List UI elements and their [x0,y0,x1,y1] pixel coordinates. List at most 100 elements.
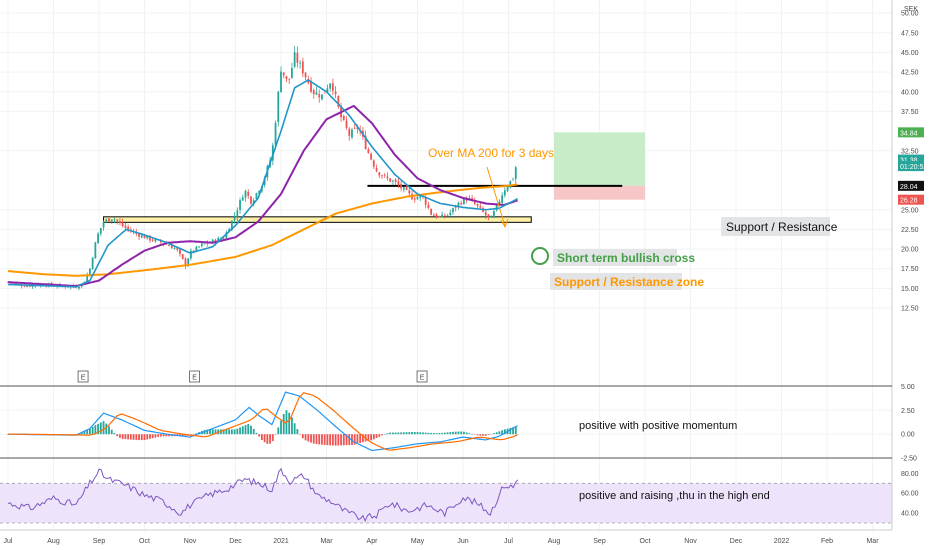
candle-body [323,92,326,94]
candle-body [184,258,187,267]
price-label-bg [898,154,924,165]
candle-body [198,246,200,248]
macd-histogram-bar [493,433,495,435]
candle-body [326,88,329,93]
candle-body [190,250,192,259]
candle-body [195,246,198,252]
macd-histogram-bar [159,434,162,437]
macd-histogram-bar [367,434,370,441]
macd-histogram-bar [386,433,389,435]
macd-histogram-bar [487,434,490,435]
candle-body [351,129,353,138]
macd-histogram-bar [195,433,198,435]
macd-histogram-bar [304,434,307,441]
price-label-bg [898,161,924,172]
candle-body [31,285,34,287]
macd-histogram-bar [337,434,340,446]
candle-body [91,257,94,270]
candle-body [372,160,375,167]
candle-body [493,211,495,218]
macd-histogram-bar [514,427,517,435]
candle-body [149,235,151,241]
macd-histogram-bar [416,432,419,435]
candle-body [26,286,29,288]
candle-body [386,176,389,179]
price-label-bg [898,194,924,205]
macd-histogram-bar [271,434,274,442]
target-zone [554,132,645,186]
rsi-tick-label: 60.00 [901,491,919,498]
candle-body [356,127,359,130]
candle-body [15,283,18,285]
time-tick-label: Apr [367,538,379,545]
macd-histogram-bar [168,434,170,437]
candle-body [28,285,31,287]
candle-body [334,91,337,95]
candle-body [353,127,356,129]
macd-histogram-bar [307,434,310,442]
overlays [103,132,645,223]
macd-histogram-bar [476,434,479,436]
macd-histogram-bar [411,432,413,435]
macd-histogram-bar [209,429,211,435]
macd-histogram-bar [383,434,386,435]
macd-histogram-bar [127,434,130,440]
macd-histogram-bar [438,433,441,435]
macd-histogram-bar [321,434,323,445]
price-tick-label: 32.50 [901,148,919,155]
macd-pane [7,391,518,452]
macd-histogram-bar [422,432,424,435]
time-tick-label: May [411,538,425,545]
macd-histogram-bar [222,429,225,435]
support-zone-rect [103,216,532,223]
candle-body [394,179,397,182]
macd-histogram-bar [419,432,422,435]
macd-histogram-bar [244,425,247,435]
support-zone-label: Support / Resistance zone [554,275,704,289]
macd-histogram-bar [135,434,138,440]
ma-long-line [7,104,518,288]
candle-body [110,219,113,222]
macd-histogram-bar [372,434,375,440]
macd-histogram-bar [116,434,119,437]
price-tick-label: 17.50 [901,266,919,273]
candle-body [441,214,443,218]
candle-body [217,238,220,242]
macd-histogram-bar [413,432,416,435]
macd-histogram-bar [356,434,359,444]
candle-body [392,180,394,182]
macd-histogram-bar [236,428,239,435]
candle-body [277,91,280,123]
candle-body [476,203,479,206]
candle-body [454,207,457,208]
price-label: 28.04 [900,184,918,191]
candle-body [97,233,99,244]
macd-histogram-bar [449,432,452,435]
time-tick-label: Dec [229,538,242,545]
macd-histogram-bar [315,434,318,445]
macd-histogram-bar [454,431,457,435]
price-tick-label: 45.00 [901,50,919,57]
candle-body [310,80,312,92]
macd-histogram-bar [239,427,241,435]
macd-histogram-bar [329,434,332,446]
macd-histogram-bar [484,434,487,436]
candle-body [285,76,288,79]
support-resistance-label: Support / Resistance [726,220,838,234]
macd-histogram-bar [143,434,146,441]
candle-body [337,96,340,107]
macd-histogram-bar [345,434,348,446]
candle-body [255,193,258,200]
candle-body [187,258,190,267]
candle-body [463,198,465,205]
candle-body [233,215,236,221]
macd-histogram-bar [228,429,231,435]
macd-histogram-bar [225,429,228,435]
macd-histogram-bar [181,434,184,436]
candle-body [200,243,203,247]
candle-body [127,226,130,230]
candle-body [247,191,250,196]
time-tick-label: Nov [684,538,697,545]
macd-histogram-bar [370,434,372,441]
